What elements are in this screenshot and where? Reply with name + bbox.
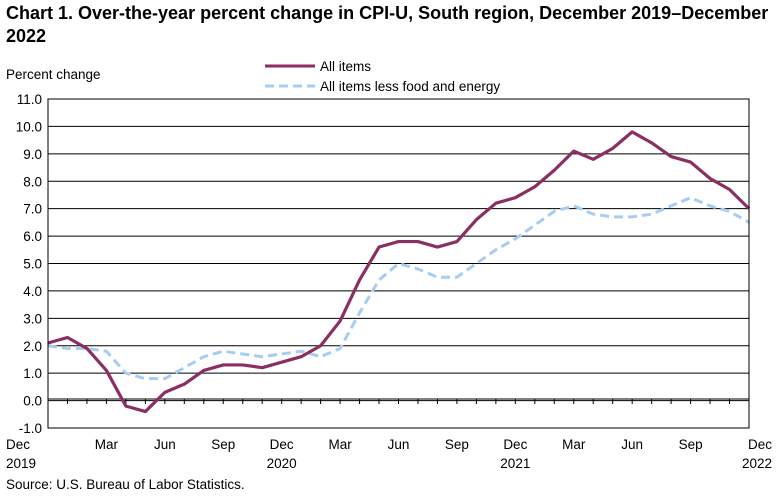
legend-label: All items [320,59,371,74]
source-note: Source: U.S. Bureau of Labor Statistics. [6,477,245,492]
x-tick-label: Dec [270,437,294,452]
x-tick-label: Jun [621,437,643,452]
y-tick-label: 11.0 [17,92,42,107]
series-line-all-items [47,130,751,414]
x-tick-label: Sep [445,437,469,452]
chart-title: Chart 1. Over-the-year percent change in… [6,3,769,46]
y-tick-label: 3.0 [23,311,42,326]
x-tick-label: Mar [328,437,352,452]
y-tick-label: 6.0 [23,229,42,244]
y-tick-label: 4.0 [23,284,42,299]
x-tick-year-label: 2019 [6,456,36,471]
y-tick-label: 10.0 [16,119,42,134]
y-tick-label: 9.0 [23,147,42,162]
y-tick-label: 7.0 [23,202,42,217]
x-tick-label: Dec [748,437,772,452]
legend-label: All items less food and energy [320,79,500,94]
x-tick-label: Jun [154,437,176,452]
y-tick-label: 5.0 [23,257,42,272]
x-tick-label: Mar [95,437,119,452]
y-tick-label: 0.0 [23,394,42,409]
y-tick-label: -1.0 [19,421,42,436]
y-tick-label: 8.0 [23,174,42,189]
y-tick-label: 2.0 [23,339,42,354]
y-axis-label: Percent change [6,67,101,82]
x-tick-label: Jun [388,437,410,452]
x-tick-label: Dec [6,437,30,452]
y-tick-label: 1.0 [23,366,42,381]
x-tick-label: Mar [562,437,586,452]
plot-frame [47,98,750,429]
x-tick-label: Sep [211,437,235,452]
x-tick-year-label: 2020 [267,456,297,471]
x-tick-label: Dec [503,437,527,452]
x-tick-year-label: 2022 [742,456,772,471]
x-tick-year-label: 2021 [500,456,530,471]
x-tick-label: Sep [679,437,703,452]
series-line-all-items-less-food-and-energy [47,196,750,381]
